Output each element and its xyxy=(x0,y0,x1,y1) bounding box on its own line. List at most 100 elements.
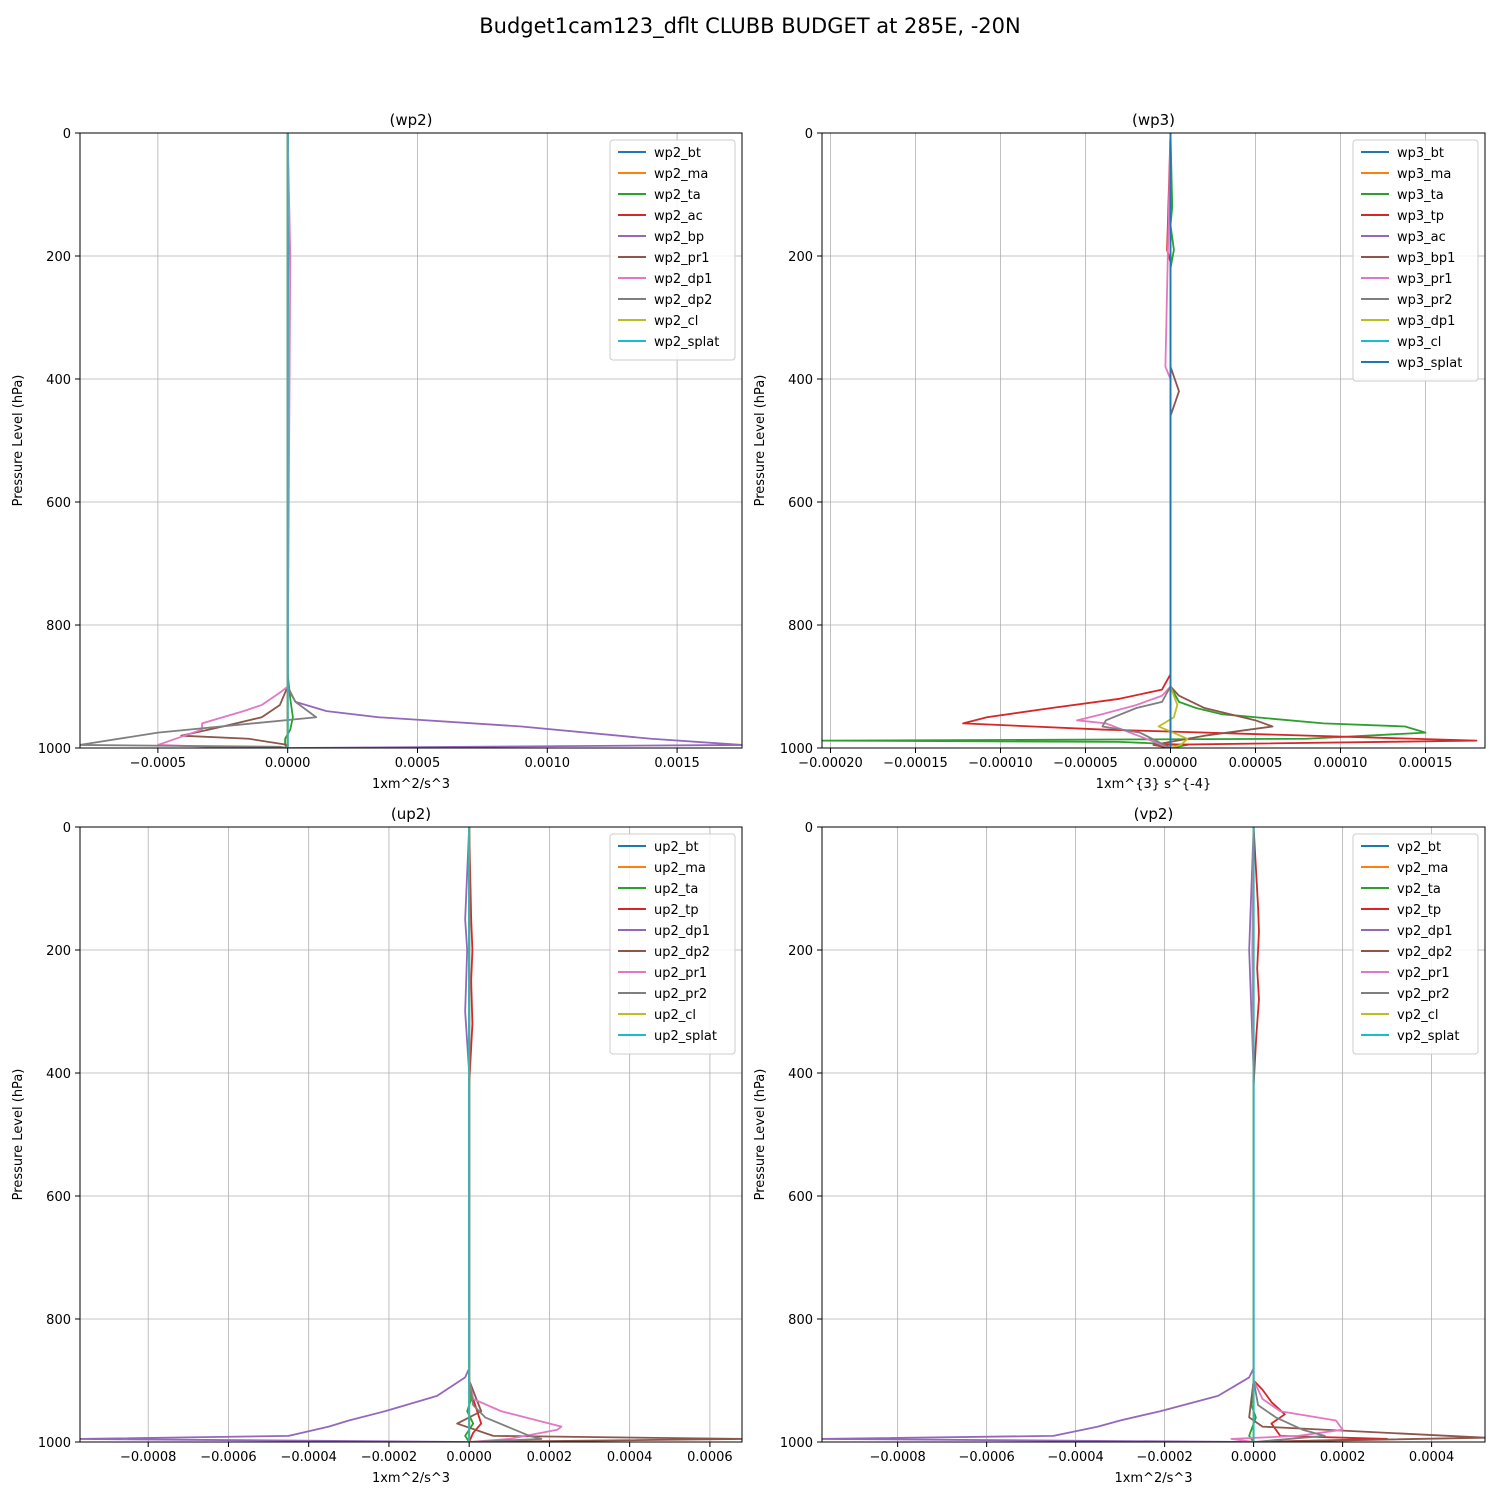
chart-panel-2: −0.00020 −0.00015 −0.00010 −0.00005 0.00000 0… xyxy=(753,111,1486,792)
legend-label: up2_dp2 xyxy=(654,945,710,960)
y-tick-label: 1000 xyxy=(38,742,71,757)
legend-label: wp2_dp1 xyxy=(654,272,712,287)
series-line-wp2_dp2 xyxy=(80,133,318,748)
legend-label: wp3_ta xyxy=(1397,188,1444,203)
y-tick-label: 0 xyxy=(63,821,71,836)
x-axis-label: 1xm^2/s^3 xyxy=(372,1471,450,1486)
legend-label: vp2_ma xyxy=(1397,861,1448,876)
x-axis-label: 1xm^2/s^3 xyxy=(1114,1471,1192,1486)
legend: wp2_bt wp2_ma wp2_ta wp2_ac wp2_bp wp2_pr1 wp2… xyxy=(609,139,736,361)
legend-label: up2_pr1 xyxy=(654,966,707,981)
series-line-wp2_dp1 xyxy=(156,133,292,748)
y-axis-label: Pressure Level (hPa) xyxy=(11,375,26,507)
legend-label: vp2_bt xyxy=(1397,840,1441,855)
legend-label: vp2_pr2 xyxy=(1397,987,1450,1002)
y-tick-label: 0 xyxy=(805,821,813,836)
legend-label: vp2_dp2 xyxy=(1397,945,1453,960)
legend-label: wp3_ma xyxy=(1397,167,1451,182)
x-tick-label: 0.0002 xyxy=(1320,1450,1366,1465)
y-tick-label: 600 xyxy=(46,496,71,511)
legend-label: up2_ma xyxy=(654,861,706,876)
legend-label: vp2_tp xyxy=(1397,903,1441,918)
x-tick-label: 0.0002 xyxy=(527,1450,573,1465)
series-line-wp3_pr1 xyxy=(1076,133,1172,748)
x-tick-label: −0.0006 xyxy=(958,1450,1014,1465)
legend-label: vp2_cl xyxy=(1397,1008,1438,1023)
x-tick-label: 0.00010 xyxy=(1314,756,1368,771)
legend-label: wp3_dp1 xyxy=(1397,314,1455,329)
series-line-up2_pr1 xyxy=(468,827,563,1442)
legend-label: vp2_dp1 xyxy=(1397,924,1453,939)
series-line-up2_pr2 xyxy=(468,827,543,1442)
legend-label: wp3_ac xyxy=(1397,230,1446,245)
panel-title: (wp2) xyxy=(389,111,432,129)
x-tick-label: 0.0000 xyxy=(265,756,311,771)
legend-label: wp2_pr1 xyxy=(654,251,710,266)
legend-label: up2_pr2 xyxy=(654,987,707,1002)
y-tick-label: 800 xyxy=(46,1313,71,1328)
chart-panel-3: −0.0008 −0.0006 −0.0004 −0.0002 0.0000 0.0002… xyxy=(11,805,743,1486)
y-tick-label: 1000 xyxy=(780,742,813,757)
x-tick-label: −0.00010 xyxy=(968,756,1033,771)
x-tick-label: −0.0008 xyxy=(120,1450,176,1465)
x-tick-label: −0.0004 xyxy=(280,1450,336,1465)
legend-label: wp2_dp2 xyxy=(654,293,712,308)
legend-label: vp2_ta xyxy=(1397,882,1441,897)
x-tick-label: 0.0004 xyxy=(1409,1450,1455,1465)
legend-label: wp3_tp xyxy=(1397,209,1444,224)
x-axis-label: 1xm^2/s^3 xyxy=(372,777,450,792)
figure-title: Budget1cam123_dflt CLUBB BUDGET at 285E,… xyxy=(479,14,1021,38)
legend-label: wp3_bp1 xyxy=(1397,251,1455,266)
series-line-vp2_dp1 xyxy=(822,827,1255,1442)
y-tick-label: 600 xyxy=(46,1190,71,1205)
legend-label: wp2_cl xyxy=(654,314,698,329)
x-axis-label: 1xm^{3} s^{-4} xyxy=(1096,777,1212,792)
x-tick-label: 0.0010 xyxy=(525,756,571,771)
x-tick-label: −0.0006 xyxy=(200,1450,256,1465)
series-line-vp2_pr2 xyxy=(1252,827,1326,1442)
x-tick-label: 0.00015 xyxy=(1399,756,1453,771)
y-tick-label: 200 xyxy=(46,250,71,265)
x-tick-label: 0.0000 xyxy=(446,1450,492,1465)
legend-label: up2_cl xyxy=(654,1008,696,1023)
y-axis-label: Pressure Level (hPa) xyxy=(11,1069,26,1201)
legend: up2_bt up2_ma up2_ta up2_tp up2_dp1 up2_dp2up… xyxy=(609,833,736,1055)
x-tick-label: −0.0002 xyxy=(1136,1450,1192,1465)
series-group xyxy=(822,827,1485,1442)
legend-label: wp2_ma xyxy=(654,167,708,182)
legend-label: vp2_splat xyxy=(1397,1029,1459,1044)
x-tick-label: −0.0002 xyxy=(361,1450,417,1465)
y-tick-label: 1000 xyxy=(38,1436,71,1451)
plot-frame xyxy=(821,826,1486,1443)
y-tick-label: 400 xyxy=(788,1067,813,1082)
y-tick-label: 800 xyxy=(788,619,813,634)
series-line-wp3_ta xyxy=(822,133,1427,748)
y-tick-label: 200 xyxy=(46,944,71,959)
y-tick-label: 0 xyxy=(805,127,813,142)
legend-label: wp3_bt xyxy=(1397,146,1444,161)
chart-panel-1: −0.0005 0.0000 0.0005 0.0010 0.0015 0 200 400 60… xyxy=(11,111,743,792)
legend-label: wp3_cl xyxy=(1397,335,1441,350)
x-tick-label: 0.0015 xyxy=(654,756,700,771)
y-axis-label: Pressure Level (hPa) xyxy=(753,1069,768,1201)
legend-label: wp3_pr1 xyxy=(1397,272,1453,287)
legend-label: up2_tp xyxy=(654,903,699,918)
legend-label: wp2_splat xyxy=(654,335,719,350)
y-tick-label: 200 xyxy=(788,944,813,959)
legend-label: up2_splat xyxy=(654,1029,717,1044)
series-line-wp2_pr1 xyxy=(180,133,289,748)
legend-label: wp2_ac xyxy=(654,209,703,224)
legend: vp2_bt vp2_ma vp2_ta vp2_tp vp2_dp1 vp2_dp2vp… xyxy=(1352,833,1479,1055)
x-tick-label: 0.0006 xyxy=(687,1450,733,1465)
x-tick-label: −0.0008 xyxy=(869,1450,925,1465)
x-tick-label: 0.0000 xyxy=(1231,1450,1277,1465)
y-tick-label: 400 xyxy=(46,373,71,388)
chart-panel-4: −0.0008 −0.0006 −0.0004 −0.0002 0.0000 0.0002… xyxy=(753,805,1486,1486)
panel-title: (up2) xyxy=(391,805,431,823)
legend-label: up2_ta xyxy=(654,882,698,897)
x-tick-label: 0.0004 xyxy=(607,1450,653,1465)
series-group xyxy=(80,133,742,748)
y-tick-label: 600 xyxy=(788,1190,813,1205)
x-tick-label: −0.0005 xyxy=(130,756,186,771)
plot-frame xyxy=(79,132,743,749)
